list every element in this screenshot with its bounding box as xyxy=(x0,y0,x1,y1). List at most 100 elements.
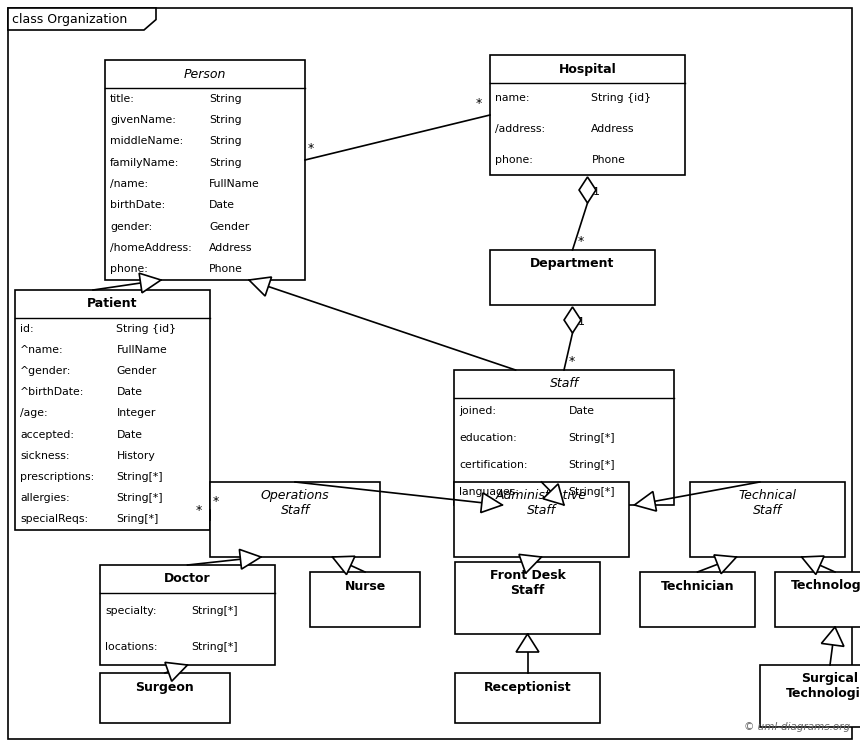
Text: String: String xyxy=(209,158,242,167)
Polygon shape xyxy=(714,555,736,574)
Bar xyxy=(690,482,845,557)
Text: /name:: /name: xyxy=(110,179,148,189)
Text: String[*]: String[*] xyxy=(568,460,615,470)
Text: Doctor: Doctor xyxy=(164,572,211,586)
Bar xyxy=(490,250,655,305)
Text: Gender: Gender xyxy=(116,366,157,376)
Text: Surgical
Technologist: Surgical Technologist xyxy=(786,672,860,700)
Text: Front Desk
Staff: Front Desk Staff xyxy=(489,569,565,597)
Text: Phone: Phone xyxy=(209,264,243,274)
Text: History: History xyxy=(116,450,155,461)
Text: *: * xyxy=(476,97,482,110)
Text: FullName: FullName xyxy=(209,179,260,189)
Text: allergies:: allergies: xyxy=(20,493,70,503)
Text: *: * xyxy=(569,355,575,368)
Bar xyxy=(454,370,674,505)
Polygon shape xyxy=(564,307,581,333)
Text: education:: education: xyxy=(459,433,517,443)
Text: Patient: Patient xyxy=(87,297,138,311)
Text: *: * xyxy=(578,235,584,248)
Text: Technical
Staff: Technical Staff xyxy=(739,489,796,517)
Text: String[*]: String[*] xyxy=(568,433,615,443)
Text: prescriptions:: prescriptions: xyxy=(20,472,95,482)
Text: gender:: gender: xyxy=(110,222,152,232)
Text: specialty:: specialty: xyxy=(105,606,157,616)
Text: Date: Date xyxy=(209,200,235,211)
Text: phone:: phone: xyxy=(110,264,148,274)
Bar xyxy=(210,482,380,557)
Text: 1: 1 xyxy=(593,187,599,197)
Bar xyxy=(455,562,600,634)
Text: Person: Person xyxy=(184,67,226,81)
Polygon shape xyxy=(165,663,187,681)
Text: joined:: joined: xyxy=(459,406,496,416)
Text: accepted:: accepted: xyxy=(20,430,74,439)
Text: Staff: Staff xyxy=(550,377,579,391)
Text: Technician: Technician xyxy=(660,580,734,592)
Text: phone:: phone: xyxy=(495,155,533,164)
Text: Nurse: Nurse xyxy=(344,580,385,592)
Text: Surgeon: Surgeon xyxy=(136,681,194,693)
Text: String[*]: String[*] xyxy=(116,493,163,503)
Text: String: String xyxy=(209,93,242,104)
Text: ^gender:: ^gender: xyxy=(20,366,71,376)
Text: sickness:: sickness: xyxy=(20,450,70,461)
Polygon shape xyxy=(333,557,355,574)
Polygon shape xyxy=(481,493,502,512)
Text: Receptionist: Receptionist xyxy=(483,681,571,693)
Text: Administrative
Staff: Administrative Staff xyxy=(496,489,587,517)
Text: String: String xyxy=(209,137,242,146)
Text: Technologist: Technologist xyxy=(791,580,860,592)
Text: String[*]: String[*] xyxy=(116,472,163,482)
Bar xyxy=(100,565,275,665)
Text: String {id}: String {id} xyxy=(116,323,176,334)
Text: Address: Address xyxy=(209,243,253,253)
Text: Date: Date xyxy=(568,406,594,416)
Text: *: * xyxy=(308,142,314,155)
Text: middleName:: middleName: xyxy=(110,137,183,146)
Text: name:: name: xyxy=(495,93,530,103)
Text: languages:: languages: xyxy=(459,486,519,497)
Polygon shape xyxy=(8,8,156,30)
Text: givenName:: givenName: xyxy=(110,115,176,125)
Polygon shape xyxy=(519,554,542,573)
Text: String[*]: String[*] xyxy=(191,606,237,616)
Bar xyxy=(775,572,860,627)
Polygon shape xyxy=(249,277,272,296)
Text: FullName: FullName xyxy=(116,345,167,355)
Bar xyxy=(15,290,210,530)
Text: String[*]: String[*] xyxy=(568,486,615,497)
Polygon shape xyxy=(516,634,539,652)
Text: Address: Address xyxy=(592,124,635,134)
Text: Date: Date xyxy=(116,430,143,439)
Polygon shape xyxy=(579,177,596,203)
Polygon shape xyxy=(239,549,261,569)
Text: locations:: locations: xyxy=(105,642,157,652)
Text: © uml-diagrams.org: © uml-diagrams.org xyxy=(744,722,850,732)
Text: Date: Date xyxy=(116,387,143,397)
Text: Department: Department xyxy=(531,258,615,270)
Bar xyxy=(310,572,420,627)
Text: ^name:: ^name: xyxy=(20,345,64,355)
Bar xyxy=(455,673,600,723)
Bar xyxy=(454,482,629,557)
Text: Sring[*]: Sring[*] xyxy=(116,515,159,524)
Text: title:: title: xyxy=(110,93,135,104)
Text: specialReqs:: specialReqs: xyxy=(20,515,88,524)
Polygon shape xyxy=(543,484,564,505)
Text: Phone: Phone xyxy=(592,155,625,164)
Text: String[*]: String[*] xyxy=(191,642,237,652)
Text: String: String xyxy=(209,115,242,125)
Text: birthDate:: birthDate: xyxy=(110,200,165,211)
Text: 1: 1 xyxy=(578,317,585,327)
Text: Operations
Staff: Operations Staff xyxy=(261,489,329,517)
Bar xyxy=(640,572,755,627)
Text: ^birthDate:: ^birthDate: xyxy=(20,387,84,397)
Text: class Organization: class Organization xyxy=(12,13,127,25)
Bar xyxy=(105,60,305,280)
Bar xyxy=(490,55,685,175)
Text: *: * xyxy=(213,495,219,508)
Text: /age:: /age: xyxy=(20,409,47,418)
Text: id:: id: xyxy=(20,323,34,334)
Polygon shape xyxy=(821,627,844,646)
